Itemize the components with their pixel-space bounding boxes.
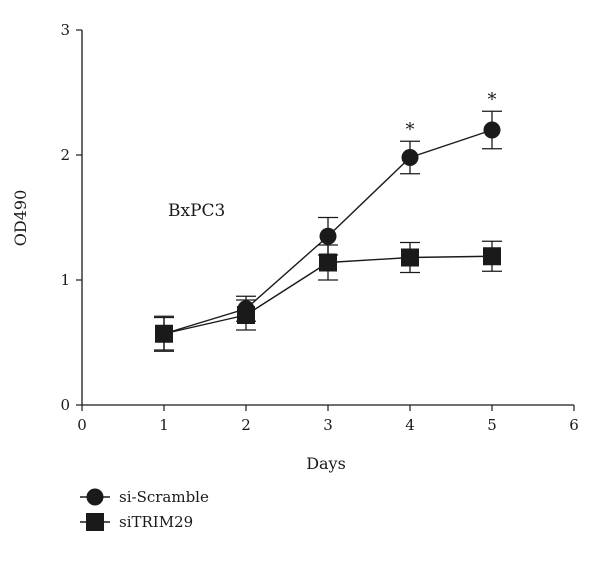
x-tick-label: 1 (159, 416, 169, 434)
data-point-circle (483, 121, 501, 139)
y-tick-label: 1 (60, 271, 70, 289)
y-tick-label: 3 (60, 21, 70, 39)
legend-item: siTRIM29 (80, 513, 193, 531)
data-point-circle (237, 300, 255, 318)
legend-item: si-Scramble (80, 488, 209, 506)
legend-label: si-Scramble (119, 488, 209, 506)
cell-line-annotation: BxPC3 (168, 201, 225, 221)
data-point-square (401, 248, 419, 267)
data-point-circle (319, 227, 337, 245)
x-tick-label: 5 (487, 416, 497, 434)
axes: 0 1 2 3 4 5 6 0 1 2 3 (60, 21, 578, 434)
legend: si-Scramble siTRIM29 (80, 488, 209, 531)
data-point-square (319, 253, 337, 272)
series-square (154, 240, 502, 352)
legend-marker-square (86, 513, 104, 531)
data-series: ** (154, 89, 502, 352)
x-tick-label: 2 (241, 416, 251, 434)
legend-label: siTRIM29 (119, 513, 193, 531)
x-tick-label: 0 (77, 416, 87, 434)
x-tick-label: 6 (569, 416, 579, 434)
y-tick-label: 0 (60, 396, 70, 414)
data-point-circle (155, 325, 173, 343)
x-axis-title: Days (306, 454, 346, 473)
y-tick-label: 2 (60, 146, 70, 164)
significance-marker: * (488, 89, 497, 110)
significance-marker: * (406, 119, 415, 140)
legend-marker-circle (86, 488, 104, 506)
y-axis-title: OD490 (11, 190, 30, 246)
series-circle: ** (154, 89, 502, 351)
x-tick-label: 3 (323, 416, 333, 434)
data-point-square (483, 247, 501, 266)
x-tick-label: 4 (405, 416, 415, 434)
data-point-circle (401, 149, 419, 166)
